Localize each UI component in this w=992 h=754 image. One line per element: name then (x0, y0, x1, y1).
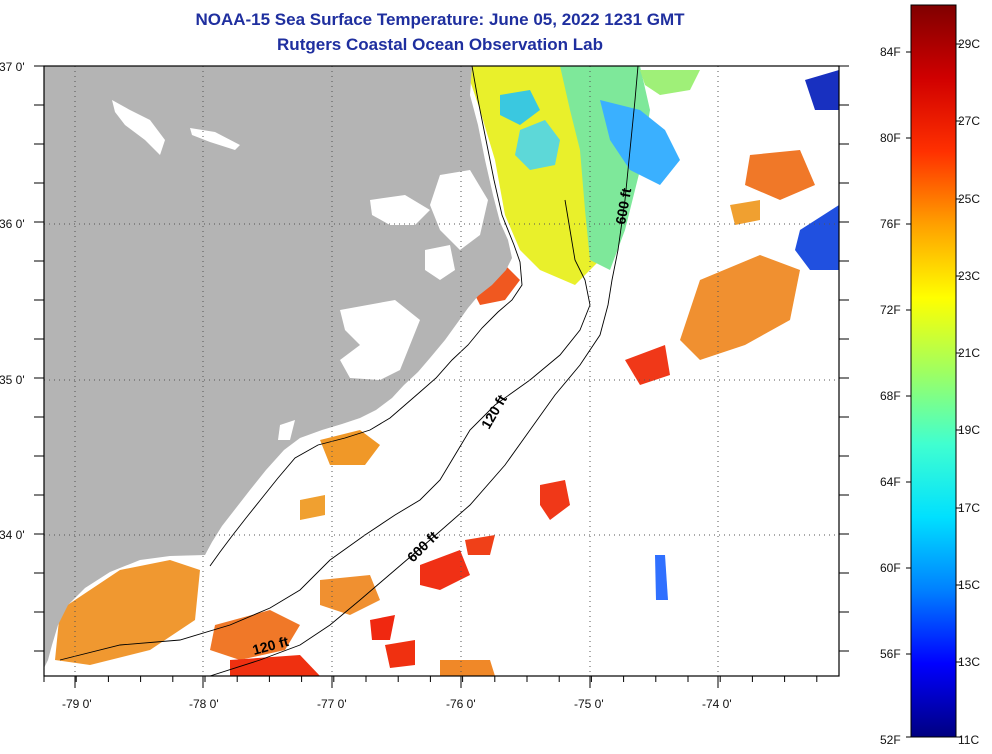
sst-patch (470, 265, 520, 305)
colorbar-ticks (906, 43, 961, 738)
sst-patch (320, 430, 380, 465)
lon-label-78: -78 0' (189, 697, 219, 711)
lat-label-35: 35 0' (0, 373, 25, 387)
sst-patch (515, 120, 560, 170)
sst-patch (370, 615, 395, 640)
lat-label-37: 37 0' (0, 60, 25, 74)
contour-120ft (59, 199, 591, 661)
colorbar-f-60: 60F (880, 561, 901, 575)
sst-patch (745, 150, 815, 200)
colorbar-c-27: 27C (958, 114, 980, 128)
colorbar-f-84: 84F (880, 45, 901, 59)
lon-label-74: -74 0' (702, 697, 732, 711)
sst-patch (680, 255, 800, 360)
sst-patch (230, 655, 320, 676)
contour-label-600ft-north: 600 ft (612, 186, 634, 225)
sound (425, 245, 455, 280)
sound (340, 300, 420, 380)
colorbar: 84F 80F 76F 72F 68F 64F 60F 56F 52F 29C … (880, 4, 980, 747)
sst-patch (420, 550, 470, 590)
inland-waters (112, 100, 488, 440)
sound (370, 195, 430, 225)
lat-label-34: 34 0' (0, 528, 25, 542)
sst-patch (540, 480, 570, 520)
sst-patch (210, 610, 300, 660)
colorbar-c-19: 19C (958, 423, 980, 437)
colorbar-f-76: 76F (880, 217, 901, 231)
map-panel[interactable]: 37 0' 36 0' 35 0' 34 0' -79 0' -78 0' -7… (0, 60, 849, 711)
sst-data-layer (55, 66, 839, 676)
sst-patch (640, 70, 700, 95)
map-subtitle: Rutgers Coastal Ocean Observation Lab (277, 35, 603, 54)
colorbar-c-25: 25C (958, 192, 980, 206)
sound (278, 420, 295, 440)
sst-patch (805, 70, 839, 110)
lon-label-79: -79 0' (62, 697, 92, 711)
sst-patch (500, 90, 540, 125)
colorbar-f-72: 72F (880, 303, 901, 317)
bathymetry-contours (59, 66, 639, 676)
sound (112, 100, 165, 155)
colorbar-c-29: 29C (958, 37, 980, 51)
sst-patch (600, 100, 680, 185)
colorbar-f-52: 52F (880, 733, 901, 747)
colorbar-c-23: 23C (958, 269, 980, 283)
lon-label-77: -77 0' (317, 697, 347, 711)
colorbar-c-21: 21C (958, 346, 980, 360)
colorbar-f-80: 80F (880, 131, 901, 145)
colorbar-f-68: 68F (880, 389, 901, 403)
colorbar-c-15: 15C (958, 578, 980, 592)
colorbar-f-64: 64F (880, 475, 901, 489)
colorbar-c-13: 13C (958, 655, 980, 669)
colorbar-c-11: 11C (958, 733, 979, 747)
axis-ticks (34, 65, 849, 688)
map-frame (43, 65, 840, 677)
sst-patch (795, 205, 839, 270)
sst-patch (465, 535, 495, 555)
lon-label-76: -76 0' (446, 697, 476, 711)
graticule (44, 66, 839, 676)
sst-patch (55, 560, 200, 665)
sst-patch (320, 575, 380, 615)
colorbar-c-17: 17C (958, 501, 980, 515)
coastline (209, 66, 523, 567)
sst-patch (655, 555, 668, 600)
map-title: NOAA-15 Sea Surface Temperature: June 05… (195, 10, 685, 29)
sst-patch (385, 640, 415, 668)
sst-patch (300, 495, 325, 520)
lat-label-36: 36 0' (0, 217, 25, 231)
lon-label-75: -75 0' (574, 697, 604, 711)
sound (430, 170, 488, 250)
contour-600ft (209, 66, 639, 676)
sst-patch (730, 200, 760, 225)
colorbar-gradient (910, 4, 957, 738)
sound (190, 128, 240, 150)
colorbar-f-56: 56F (880, 647, 901, 661)
sst-patch (625, 345, 670, 385)
sst-patch (440, 660, 495, 676)
